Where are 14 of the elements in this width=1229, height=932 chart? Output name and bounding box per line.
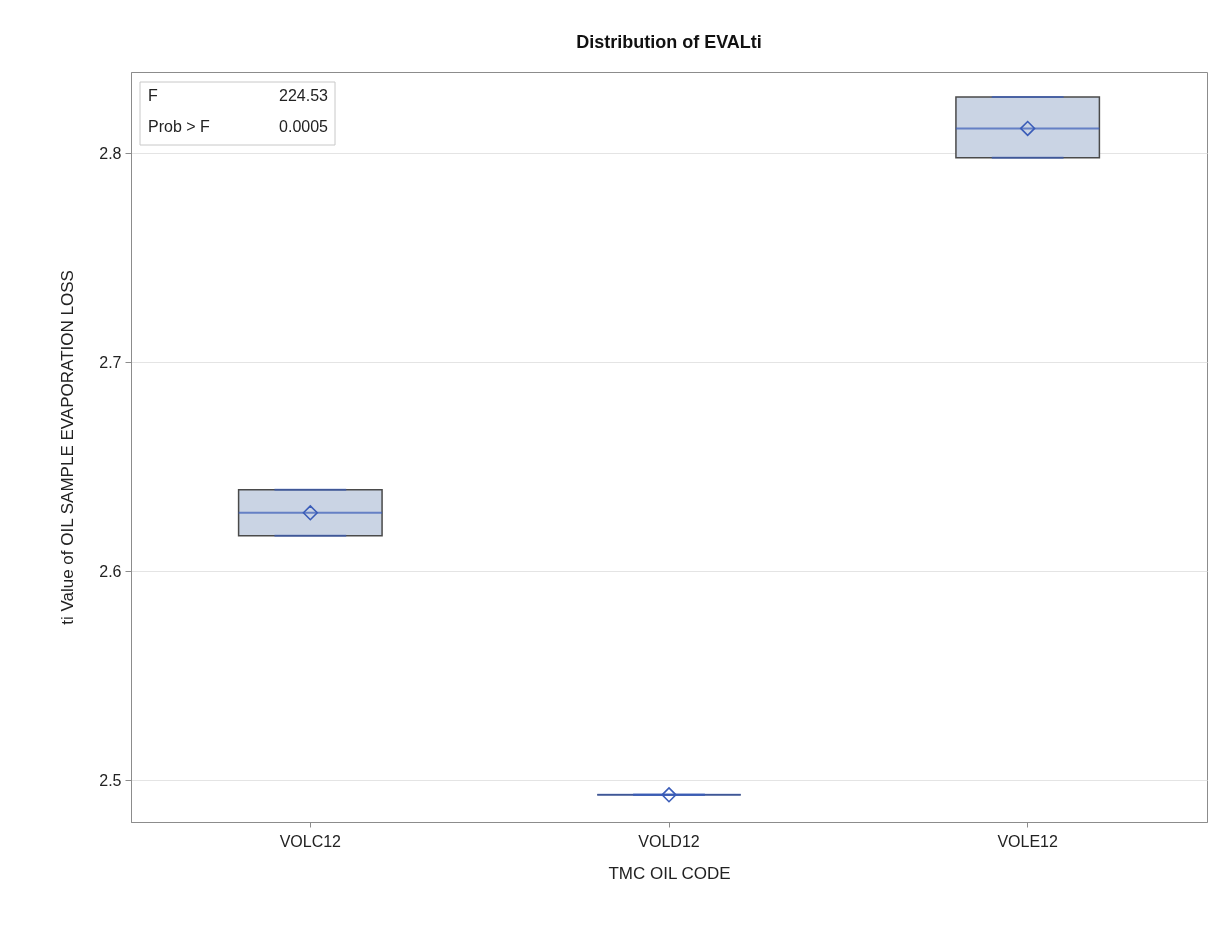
x-tick-label: VOLE12 bbox=[997, 832, 1059, 850]
annotation: F bbox=[148, 87, 158, 104]
y-axis-title: ti Value of OIL SAMPLE EVAPORATION LOSS bbox=[58, 270, 78, 625]
y-tick-label: 2.8 bbox=[99, 144, 122, 162]
annotation: 0.0005 bbox=[279, 118, 329, 135]
y-tick-label: 2.7 bbox=[99, 353, 122, 371]
chart-title: Distribution of EVALti bbox=[576, 32, 762, 52]
x-tick-label: VOLD12 bbox=[638, 832, 700, 850]
annotation: Prob > F bbox=[148, 118, 211, 135]
y-tick-label: 2.5 bbox=[99, 771, 122, 789]
x-tick-label: VOLC12 bbox=[279, 832, 342, 850]
x-axis-title: TMC OIL CODE bbox=[608, 863, 731, 883]
annotation: 224.53 bbox=[279, 87, 329, 104]
y-tick-label: 2.6 bbox=[99, 562, 122, 580]
